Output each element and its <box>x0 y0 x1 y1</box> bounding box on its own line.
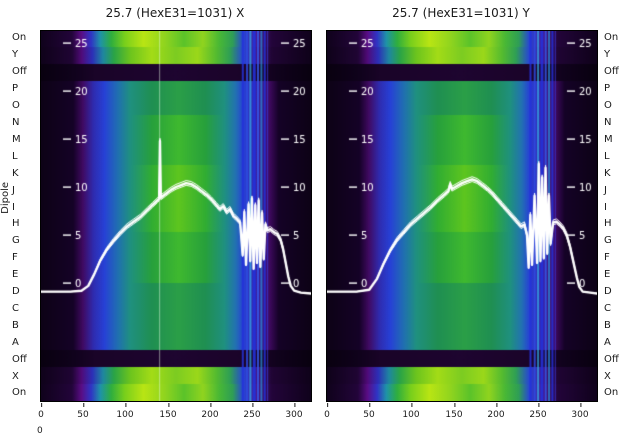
row-label: On <box>12 32 27 44</box>
row-label: O <box>604 100 612 112</box>
row-label: B <box>12 319 19 331</box>
y-axis-title: Dipole <box>0 182 11 214</box>
row-label: M <box>12 133 21 145</box>
row-label: Off <box>604 66 619 78</box>
row-label: K <box>12 167 19 179</box>
row-label: On <box>604 32 619 44</box>
row-label: L <box>12 150 18 162</box>
x-tick: 250 <box>529 403 547 420</box>
row-label: J <box>604 184 607 196</box>
row-label: N <box>12 116 20 128</box>
right-panel-title: 25.7 (HexE31=1031) Y <box>392 6 530 20</box>
row-label: C <box>604 302 611 314</box>
row-label: Y <box>12 49 19 61</box>
row-label: F <box>604 252 610 264</box>
row-label: E <box>12 269 19 281</box>
x-tick: 150 <box>445 403 463 420</box>
x-tick: 200 <box>487 403 505 420</box>
x-tick: 200 <box>201 403 219 420</box>
row-label: On <box>604 387 619 399</box>
row-label: D <box>604 286 612 298</box>
row-label: I <box>604 201 607 213</box>
row-label: Off <box>604 353 619 365</box>
row-label: J <box>12 184 15 196</box>
x-extra-zero-label: 0 <box>37 426 43 436</box>
row-label: Off <box>12 66 27 78</box>
row-label: P <box>12 83 19 95</box>
row-label: G <box>12 235 20 247</box>
row-label: I <box>12 201 15 213</box>
x-axis-left: 0 50 100 150 200 250 300 <box>38 403 312 421</box>
x-tick: 100 <box>116 403 134 420</box>
row-label: Y <box>604 49 611 61</box>
x-tick: 300 <box>571 403 589 420</box>
heatmap-panel-x <box>40 30 312 402</box>
row-label: E <box>604 269 611 281</box>
row-label: H <box>12 218 20 230</box>
x-axis-right: 0 50 100 150 200 250 300 <box>324 403 598 421</box>
row-label: C <box>12 302 19 314</box>
x-tick: 0 <box>324 403 330 420</box>
heatmap-panel-y <box>326 30 598 402</box>
row-label: X <box>12 370 19 382</box>
row-label: P <box>604 83 611 95</box>
x-tick: 50 <box>363 403 375 420</box>
row-label: O <box>12 100 20 112</box>
row-label: X <box>604 370 611 382</box>
row-label: G <box>604 235 612 247</box>
row-label: A <box>12 336 19 348</box>
row-label: H <box>604 218 612 230</box>
row-labels-left: On Y Off P O N M L K J I H G F E D C B A… <box>12 30 38 402</box>
x-tick: 150 <box>159 403 177 420</box>
row-label: D <box>12 286 20 298</box>
x-tick: 250 <box>243 403 261 420</box>
row-label: Off <box>12 353 27 365</box>
x-tick: 300 <box>285 403 303 420</box>
row-label: K <box>604 167 611 179</box>
row-label: L <box>604 150 610 162</box>
row-label: F <box>12 252 18 264</box>
row-labels-right: On Y Off P O N M L K J I H G F E D C B A… <box>604 30 638 402</box>
row-label: A <box>604 336 611 348</box>
x-tick: 50 <box>77 403 89 420</box>
left-panel-title: 25.7 (HexE31=1031) X <box>105 6 245 20</box>
row-label: On <box>12 387 27 399</box>
row-label: N <box>604 116 612 128</box>
x-tick: 100 <box>402 403 420 420</box>
row-label: M <box>604 133 613 145</box>
x-tick: 0 <box>38 403 44 420</box>
row-label: B <box>604 319 611 331</box>
